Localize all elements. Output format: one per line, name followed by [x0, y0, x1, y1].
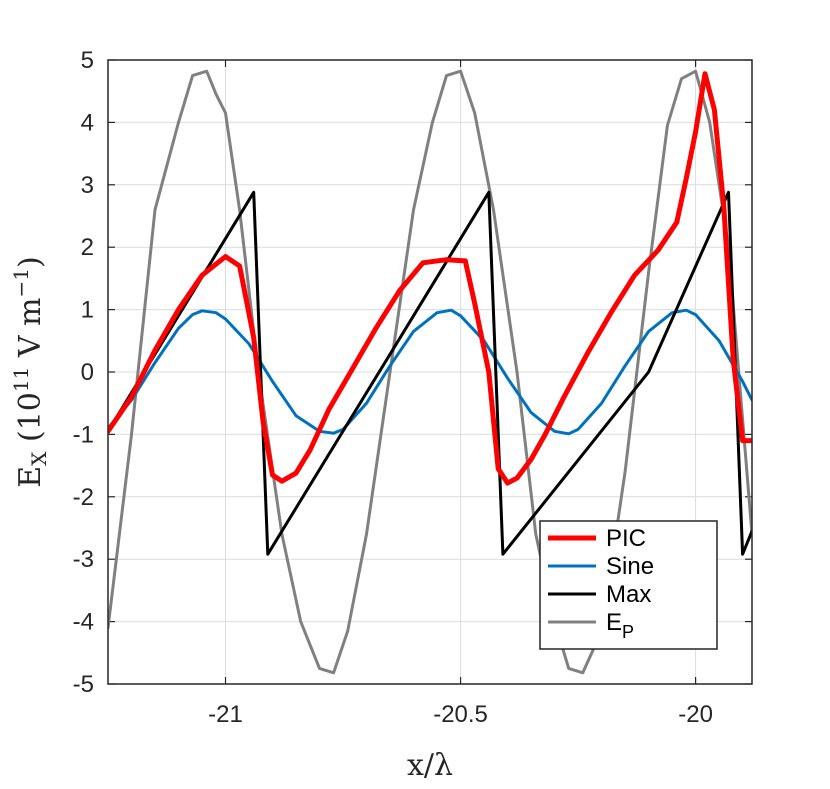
- y-label-unit-exp: 11: [9, 367, 33, 392]
- y-axis-label: EX (1011 V m−1): [9, 256, 51, 487]
- y-tick-label: 5: [81, 47, 94, 74]
- legend-box: [539, 520, 718, 650]
- x-tick-label: -21: [208, 701, 243, 728]
- y-label-main: E: [13, 466, 48, 488]
- y-label-sub: X: [27, 451, 51, 466]
- y-tick-label: -2: [73, 484, 94, 511]
- y-label-unit-exp2: −1: [9, 268, 33, 297]
- x-tick-label: -20.5: [433, 701, 488, 728]
- y-label-unit-post: ): [13, 256, 48, 268]
- y-tick-label: 2: [81, 234, 94, 261]
- legend: PIC Sine Max EP: [539, 520, 718, 650]
- y-tick-label: -3: [73, 546, 94, 573]
- legend-label-pic: PIC: [606, 525, 646, 552]
- legend-label-ep: EP: [606, 609, 634, 642]
- svg-text:EX (1011 V m−1): EX (1011 V m−1): [9, 256, 51, 487]
- y-tick-label: 0: [81, 359, 94, 386]
- y-tick-label: -4: [73, 609, 94, 636]
- y-tick-label: 4: [81, 109, 94, 136]
- legend-label-max: Max: [606, 581, 651, 608]
- x-tick-label: -20: [678, 701, 713, 728]
- y-tick-label: -1: [73, 421, 94, 448]
- series-line-ep: [108, 69, 752, 675]
- series-group: [108, 69, 752, 675]
- y-label-unit-mid: V m: [13, 297, 48, 358]
- y-label-unit-pre: (10: [13, 392, 48, 442]
- plot-frame: [107, 59, 753, 685]
- series-line-pic: [108, 71, 752, 486]
- y-tick-label: -5: [73, 671, 94, 698]
- series-line-sine: [108, 308, 752, 436]
- tick-labels: -21 -20.5 -20 -5 -4 -3 -2 -1 0 1 2 3 4 5: [73, 47, 713, 728]
- x-axis-label: x/λ: [407, 748, 453, 783]
- y-tick-label: 3: [81, 172, 94, 199]
- legend-label-sine: Sine: [606, 553, 654, 580]
- y-tick-label: 1: [81, 297, 94, 324]
